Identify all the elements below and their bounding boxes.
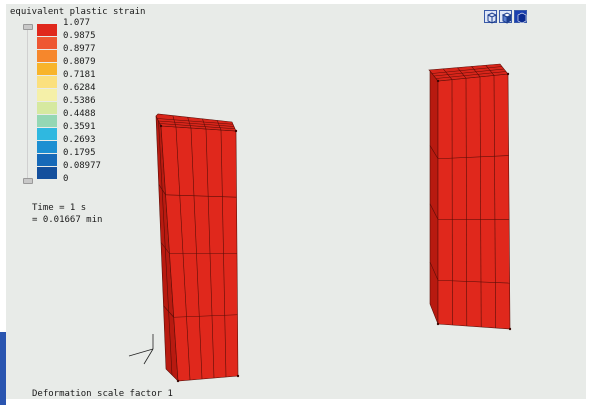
left-column-row-line	[160, 242, 170, 254]
legend-swatch	[37, 63, 57, 75]
legend-tick-label: 0	[63, 174, 69, 184]
legend-swatch	[37, 89, 57, 101]
legend-min-slider[interactable]	[23, 178, 33, 184]
graphics-viewport[interactable]: equivalent plastic strain 1.077 0.9875 0.8…	[6, 4, 586, 399]
axis-triad-line	[143, 348, 154, 365]
mesh-node	[436, 322, 440, 326]
legend-color-bar	[37, 24, 57, 180]
right-column-top-line	[433, 68, 505, 77]
left-column-top-line	[159, 123, 236, 130]
legend-slider-rail	[27, 26, 28, 180]
legend-max-slider[interactable]	[23, 24, 33, 30]
left-column-top-line	[172, 115, 177, 128]
axis-triad-line	[128, 348, 154, 357]
legend-swatch	[37, 76, 57, 88]
legend-swatch	[37, 102, 57, 114]
legend-tick-label: 0.5386	[63, 96, 96, 106]
legend-tick-label: 0.4488	[63, 109, 96, 119]
legend-swatch	[37, 154, 57, 166]
legend-tick-label: 0.8079	[63, 57, 96, 67]
left-column-top-line	[157, 118, 234, 125]
legend-tick-label: 0.3591	[63, 122, 96, 132]
mesh-node	[159, 124, 163, 128]
view-cube-solid-icon[interactable]	[514, 10, 527, 24]
right-column-side-face	[429, 70, 439, 325]
mesh-node	[436, 79, 440, 83]
right-column-row-line	[429, 261, 439, 281]
right-column-row-line	[437, 279, 510, 284]
legend-tick-label: 1.077	[63, 18, 91, 28]
right-column-row-line	[437, 155, 509, 160]
view-cube-shaded-icon[interactable]	[499, 10, 513, 24]
legend-title: equivalent plastic strain	[10, 7, 146, 17]
left-column-row-line	[163, 305, 174, 318]
left-column-row-line	[165, 194, 237, 198]
legend-tick-label: 0.08977	[63, 161, 101, 171]
mesh-node	[508, 327, 512, 331]
legend-tick-labels: 1.077 0.9875 0.8977 0.8079 0.7181 0.6284 0.538…	[63, 18, 133, 193]
right-column-top-line	[431, 66, 503, 74]
legend-tick-label: 0.9875	[63, 31, 96, 41]
right-column-col-line	[465, 78, 468, 327]
left-column-top-line	[187, 117, 192, 129]
legend-tick-label: 0.6284	[63, 83, 96, 93]
legend-swatch	[37, 115, 57, 127]
right-column-top-line	[442, 68, 453, 80]
legend-swatch	[37, 37, 57, 49]
edge-scrollbar[interactable]	[0, 332, 6, 405]
model-scene[interactable]	[6, 4, 586, 399]
left-column-top-line	[202, 118, 207, 130]
legend-tick-label: 0.2693	[63, 135, 96, 145]
mesh-node	[506, 72, 510, 76]
mesh-node	[236, 374, 240, 378]
right-column-row-line	[429, 145, 439, 159]
legend-tick-label: 0.1795	[63, 148, 96, 158]
time-minutes: = 0.01667 min	[32, 215, 103, 225]
right-column-row-line	[429, 203, 439, 220]
legend-swatch	[37, 50, 57, 62]
legend-swatch	[37, 24, 57, 36]
legend-swatch	[37, 128, 57, 140]
legend-swatch	[37, 141, 57, 153]
legend-swatch	[37, 167, 57, 179]
right-column-col-line	[479, 76, 482, 328]
legend-tick-label: 0.7181	[63, 70, 96, 80]
view-cube-outline-icon[interactable]	[484, 10, 497, 24]
right-column-front-face	[437, 73, 511, 330]
right-column-top-line	[457, 67, 467, 79]
left-column-top-line	[158, 120, 235, 127]
deformation-scale-label: Deformation scale factor 1	[32, 389, 173, 399]
legend-tick-label: 0.8977	[63, 44, 96, 54]
right-column-col-line	[493, 75, 496, 329]
right-column-top-line	[435, 71, 507, 79]
mesh-node	[234, 129, 238, 133]
left-column-row-line	[158, 184, 166, 196]
time-seconds: Time = 1 s	[32, 203, 87, 213]
left-column-row-line	[173, 314, 238, 318]
mesh-node	[176, 379, 180, 383]
